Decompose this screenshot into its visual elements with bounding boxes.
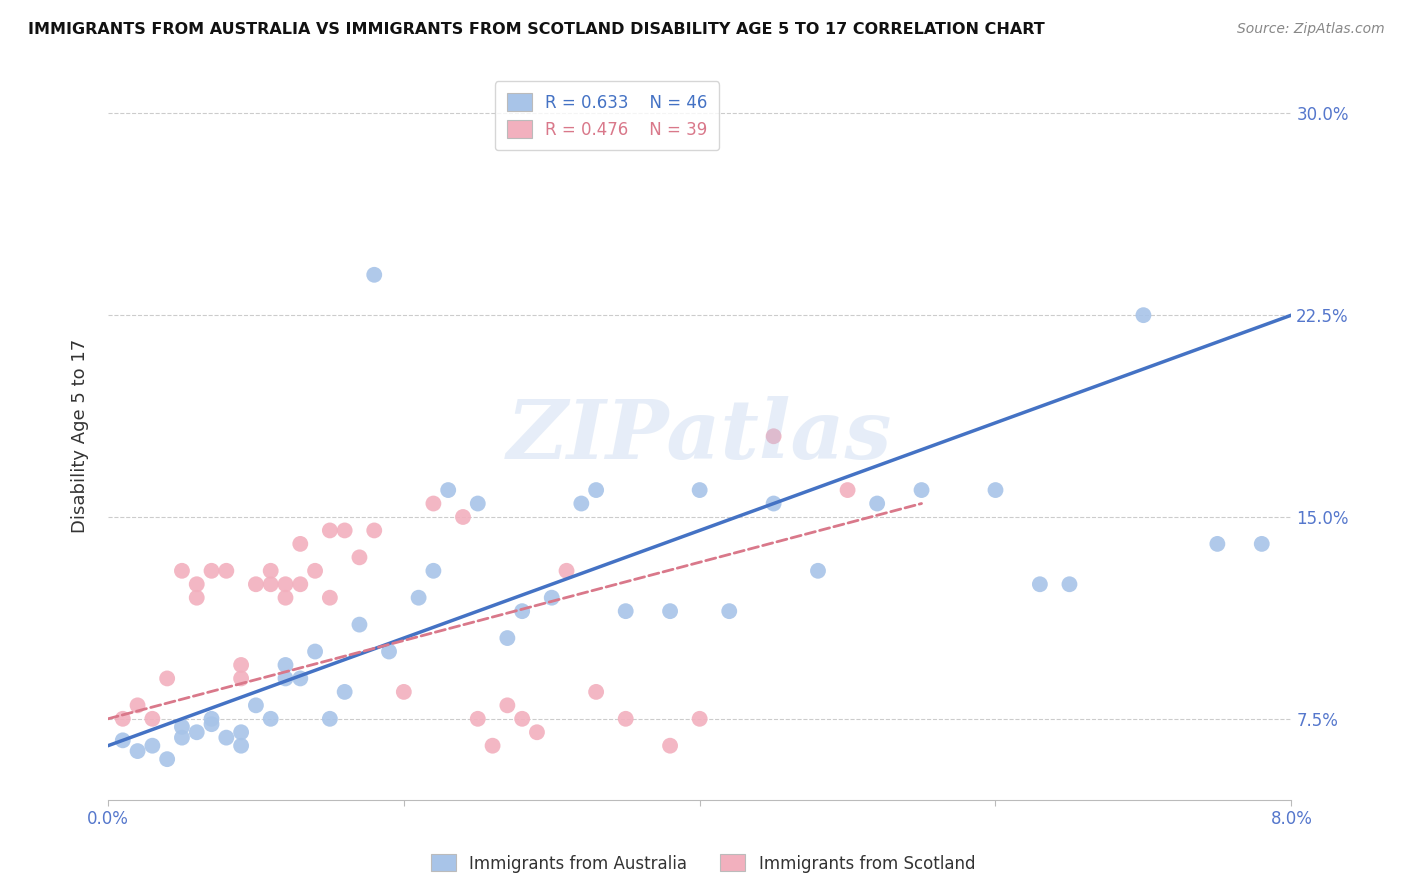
Point <box>1250 537 1272 551</box>
Point <box>408 591 430 605</box>
Point <box>910 483 932 497</box>
Point <box>481 739 503 753</box>
Point <box>984 483 1007 497</box>
Text: IMMIGRANTS FROM AUSTRALIA VS IMMIGRANTS FROM SCOTLAND DISABILITY AGE 5 TO 17 COR: IMMIGRANTS FROM AUSTRALIA VS IMMIGRANTS … <box>28 22 1045 37</box>
Point <box>141 712 163 726</box>
Point <box>186 591 208 605</box>
Point <box>304 644 326 658</box>
Point <box>229 657 252 672</box>
Point <box>304 564 326 578</box>
Point <box>274 657 297 672</box>
Point <box>659 739 682 753</box>
Point <box>333 524 356 538</box>
Point <box>156 752 179 766</box>
Point <box>200 717 222 731</box>
Point <box>437 483 460 497</box>
Point <box>245 698 267 713</box>
Point <box>569 496 592 510</box>
Legend: R = 0.633    N = 46, R = 0.476    N = 39: R = 0.633 N = 46, R = 0.476 N = 39 <box>495 81 718 151</box>
Point <box>689 712 711 726</box>
Point <box>510 604 533 618</box>
Point <box>111 733 134 747</box>
Point <box>319 524 342 538</box>
Point <box>1059 577 1081 591</box>
Point <box>260 564 283 578</box>
Point <box>807 564 830 578</box>
Point <box>467 496 489 510</box>
Point <box>540 591 562 605</box>
Point <box>170 720 193 734</box>
Point <box>274 672 297 686</box>
Point <box>186 725 208 739</box>
Point <box>837 483 859 497</box>
Point <box>170 731 193 745</box>
Point <box>349 617 371 632</box>
Y-axis label: Disability Age 5 to 17: Disability Age 5 to 17 <box>72 339 89 533</box>
Point <box>290 672 312 686</box>
Point <box>215 731 238 745</box>
Point <box>215 564 238 578</box>
Legend: Immigrants from Australia, Immigrants from Scotland: Immigrants from Australia, Immigrants fr… <box>425 847 981 880</box>
Point <box>467 712 489 726</box>
Point <box>170 564 193 578</box>
Point <box>260 712 283 726</box>
Point <box>349 550 371 565</box>
Point <box>363 524 385 538</box>
Point <box>274 591 297 605</box>
Point <box>260 577 283 591</box>
Point <box>200 712 222 726</box>
Point <box>156 672 179 686</box>
Point <box>127 698 149 713</box>
Point <box>290 537 312 551</box>
Point <box>526 725 548 739</box>
Point <box>451 510 474 524</box>
Point <box>510 712 533 726</box>
Point <box>186 577 208 591</box>
Point <box>274 577 297 591</box>
Text: ZIPatlas: ZIPatlas <box>508 396 893 476</box>
Point <box>1206 537 1229 551</box>
Point <box>1132 308 1154 322</box>
Point <box>1029 577 1052 591</box>
Point <box>614 604 637 618</box>
Point <box>229 725 252 739</box>
Point <box>229 739 252 753</box>
Text: Source: ZipAtlas.com: Source: ZipAtlas.com <box>1237 22 1385 37</box>
Point <box>585 483 607 497</box>
Point <box>319 712 342 726</box>
Point <box>422 564 444 578</box>
Point <box>496 698 519 713</box>
Point <box>333 685 356 699</box>
Point <box>585 685 607 699</box>
Point <box>718 604 741 618</box>
Point <box>229 672 252 686</box>
Point <box>319 591 342 605</box>
Point <box>762 496 785 510</box>
Point <box>127 744 149 758</box>
Point <box>141 739 163 753</box>
Point <box>378 644 401 658</box>
Point <box>200 564 222 578</box>
Point <box>392 685 415 699</box>
Point <box>689 483 711 497</box>
Point <box>290 577 312 591</box>
Point <box>245 577 267 591</box>
Point <box>111 712 134 726</box>
Point <box>659 604 682 618</box>
Point <box>614 712 637 726</box>
Point <box>363 268 385 282</box>
Point <box>555 564 578 578</box>
Point <box>496 631 519 645</box>
Point <box>866 496 889 510</box>
Point <box>762 429 785 443</box>
Point <box>422 496 444 510</box>
